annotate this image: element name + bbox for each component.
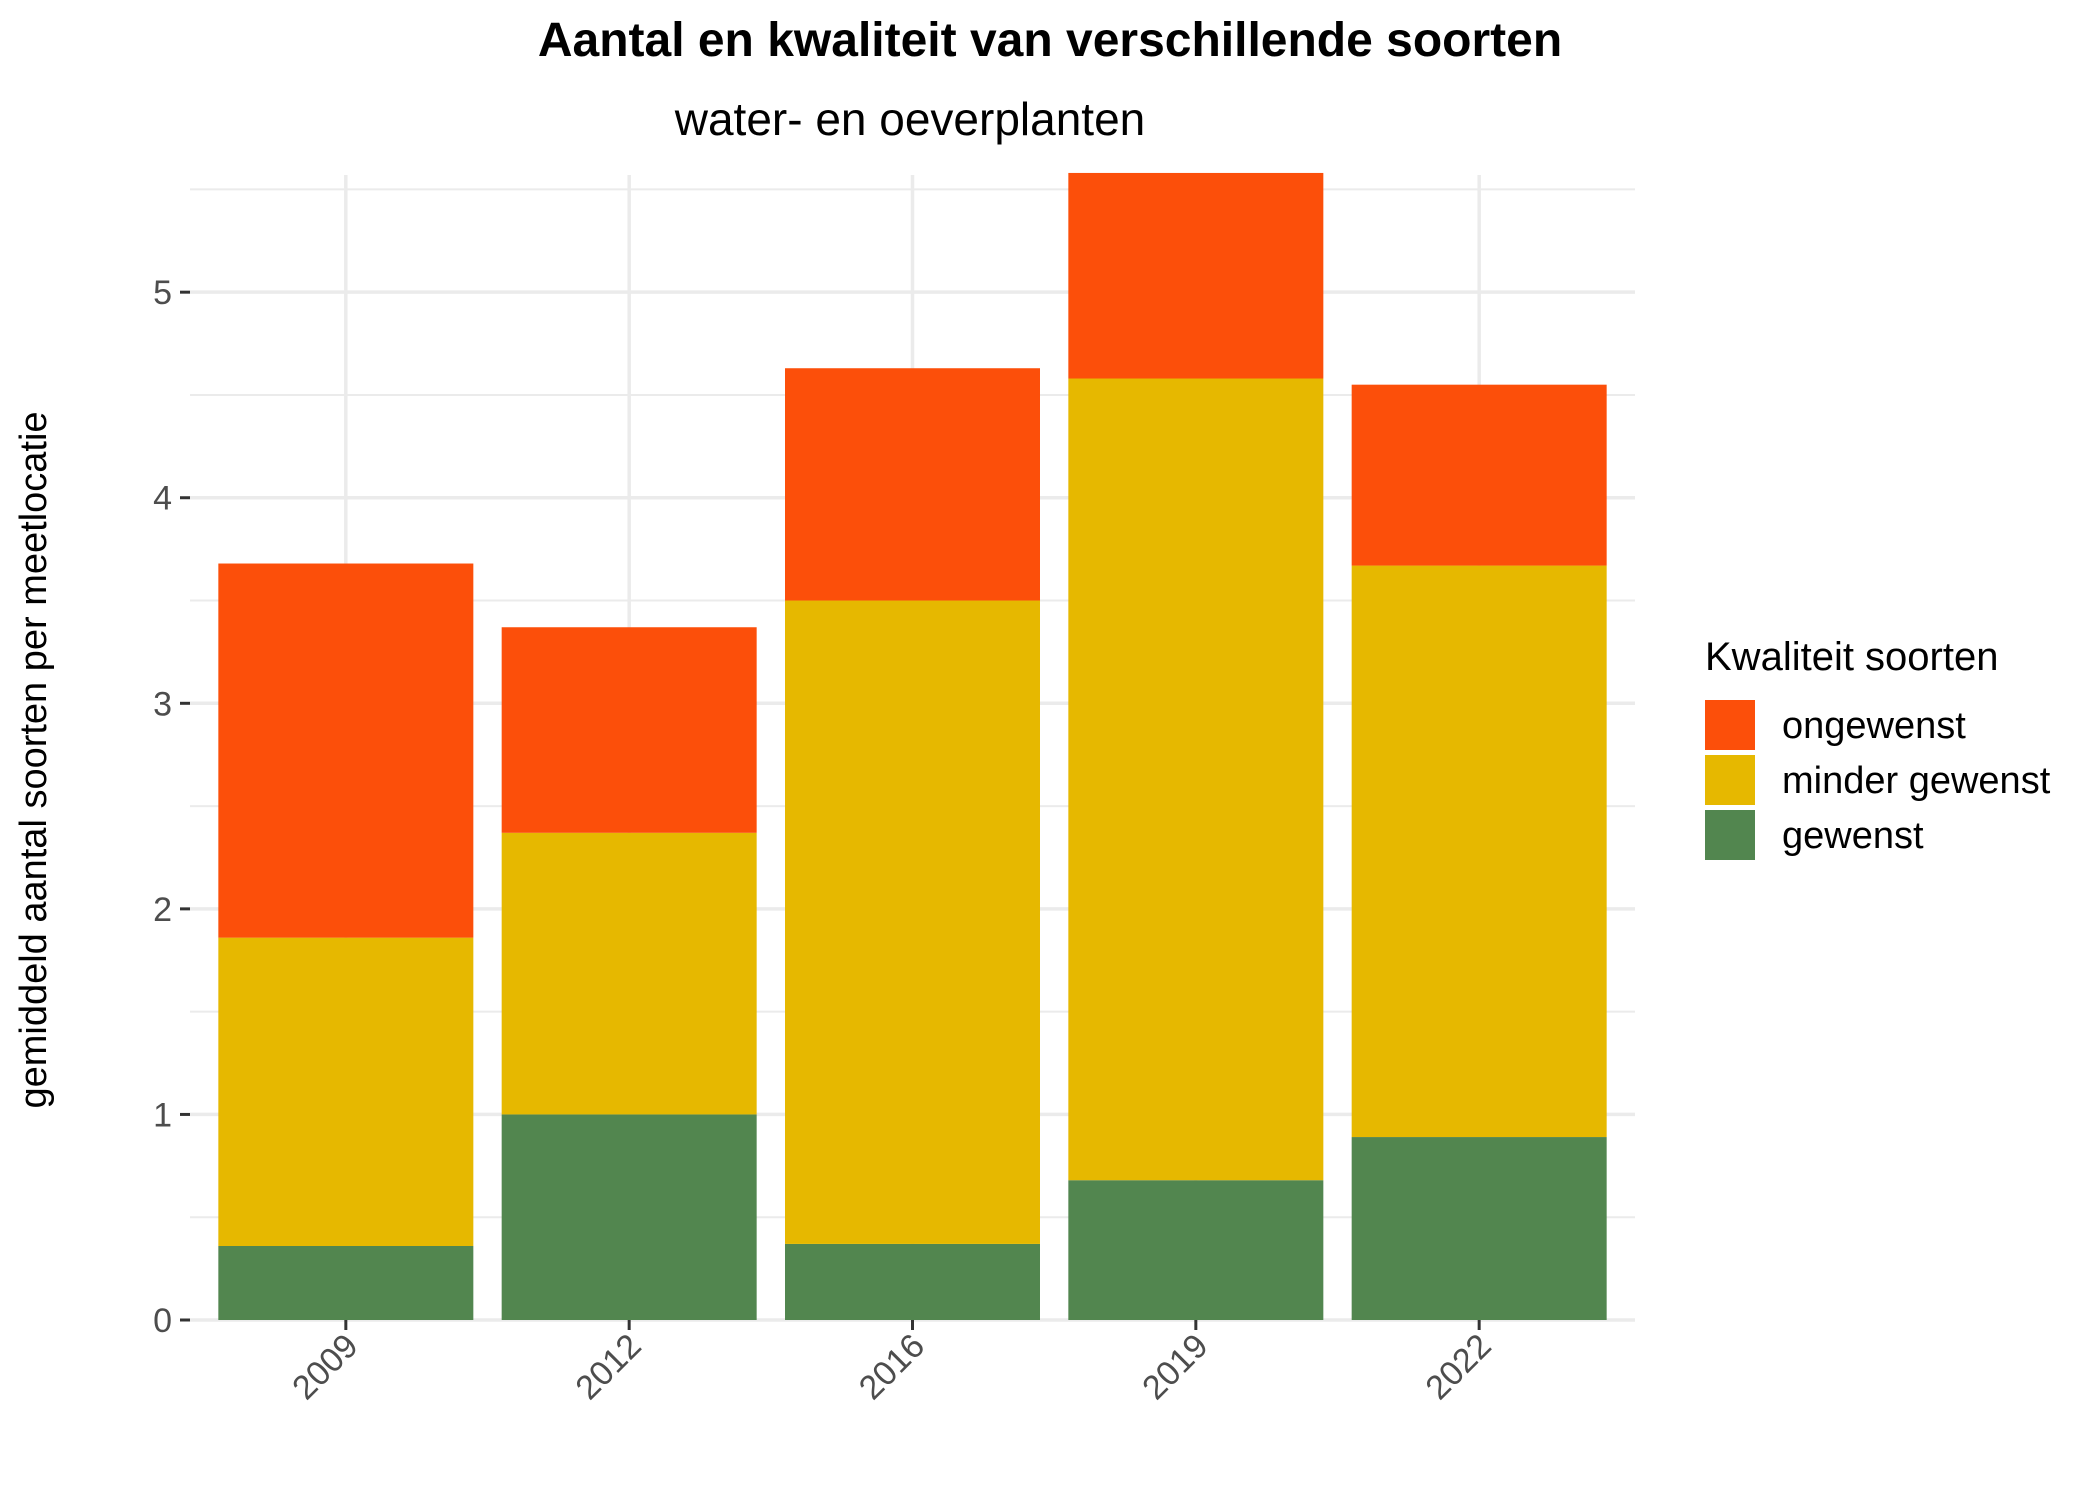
x-tick-label: 2022 [1418, 1327, 1498, 1407]
legend-swatch-minder-gewenst [1705, 755, 1755, 805]
y-tick-label: 5 [153, 274, 172, 312]
legend-title: Kwaliteit soorten [1705, 635, 1998, 679]
bar-ongewenst-2022 [1351, 384, 1607, 566]
bar-gewenst-2012 [501, 1114, 757, 1320]
bar-minder-gewenst-2012 [501, 832, 757, 1115]
bar-gewenst-2009 [218, 1245, 474, 1320]
legend: Kwaliteit soorten ongewenst minder gewens… [1705, 635, 2051, 860]
chart-title: Aantal en kwaliteit van verschillende so… [538, 14, 1562, 67]
y-tick-label: 4 [153, 480, 172, 518]
y-tick-label: 3 [153, 685, 172, 723]
chart-subtitle: water- en oeverplanten [674, 93, 1146, 145]
bar-minder-gewenst-2009 [218, 937, 474, 1246]
y-tick-label: 2 [153, 891, 172, 929]
x-tick-label: 2016 [852, 1327, 932, 1407]
bar-minder-gewenst-2022 [1351, 565, 1607, 1138]
bars-group [218, 172, 1607, 1320]
y-tick-label: 0 [153, 1302, 172, 1340]
legend-label: gewenst [1782, 815, 1924, 857]
x-tick-label: 2009 [285, 1327, 365, 1407]
y-axis: 0 1 2 3 4 5 [153, 274, 190, 1340]
x-axis: 2009 2012 2016 2019 2022 [285, 1320, 1499, 1407]
bar-gewenst-2022 [1351, 1137, 1607, 1320]
bar-ongewenst-2012 [501, 627, 757, 833]
bar-minder-gewenst-2019 [1068, 378, 1324, 1181]
x-tick-label: 2012 [568, 1327, 648, 1407]
bar-ongewenst-2016 [785, 368, 1040, 601]
bar-ongewenst-2019 [1068, 172, 1324, 379]
bar-minder-gewenst-2016 [785, 600, 1040, 1244]
x-tick-label: 2019 [1135, 1327, 1215, 1407]
bar-ongewenst-2009 [218, 563, 474, 938]
legend-label: ongewenst [1782, 705, 1966, 747]
legend-swatch-gewenst [1705, 810, 1755, 860]
bar-gewenst-2016 [785, 1243, 1040, 1320]
legend-label: minder gewenst [1782, 760, 2051, 802]
y-tick-label: 1 [153, 1096, 172, 1134]
legend-swatch-ongewenst [1705, 700, 1755, 750]
y-axis-title: gemiddeld aantal soorten per meetlocatie [13, 411, 55, 1108]
bar-gewenst-2019 [1068, 1180, 1324, 1320]
